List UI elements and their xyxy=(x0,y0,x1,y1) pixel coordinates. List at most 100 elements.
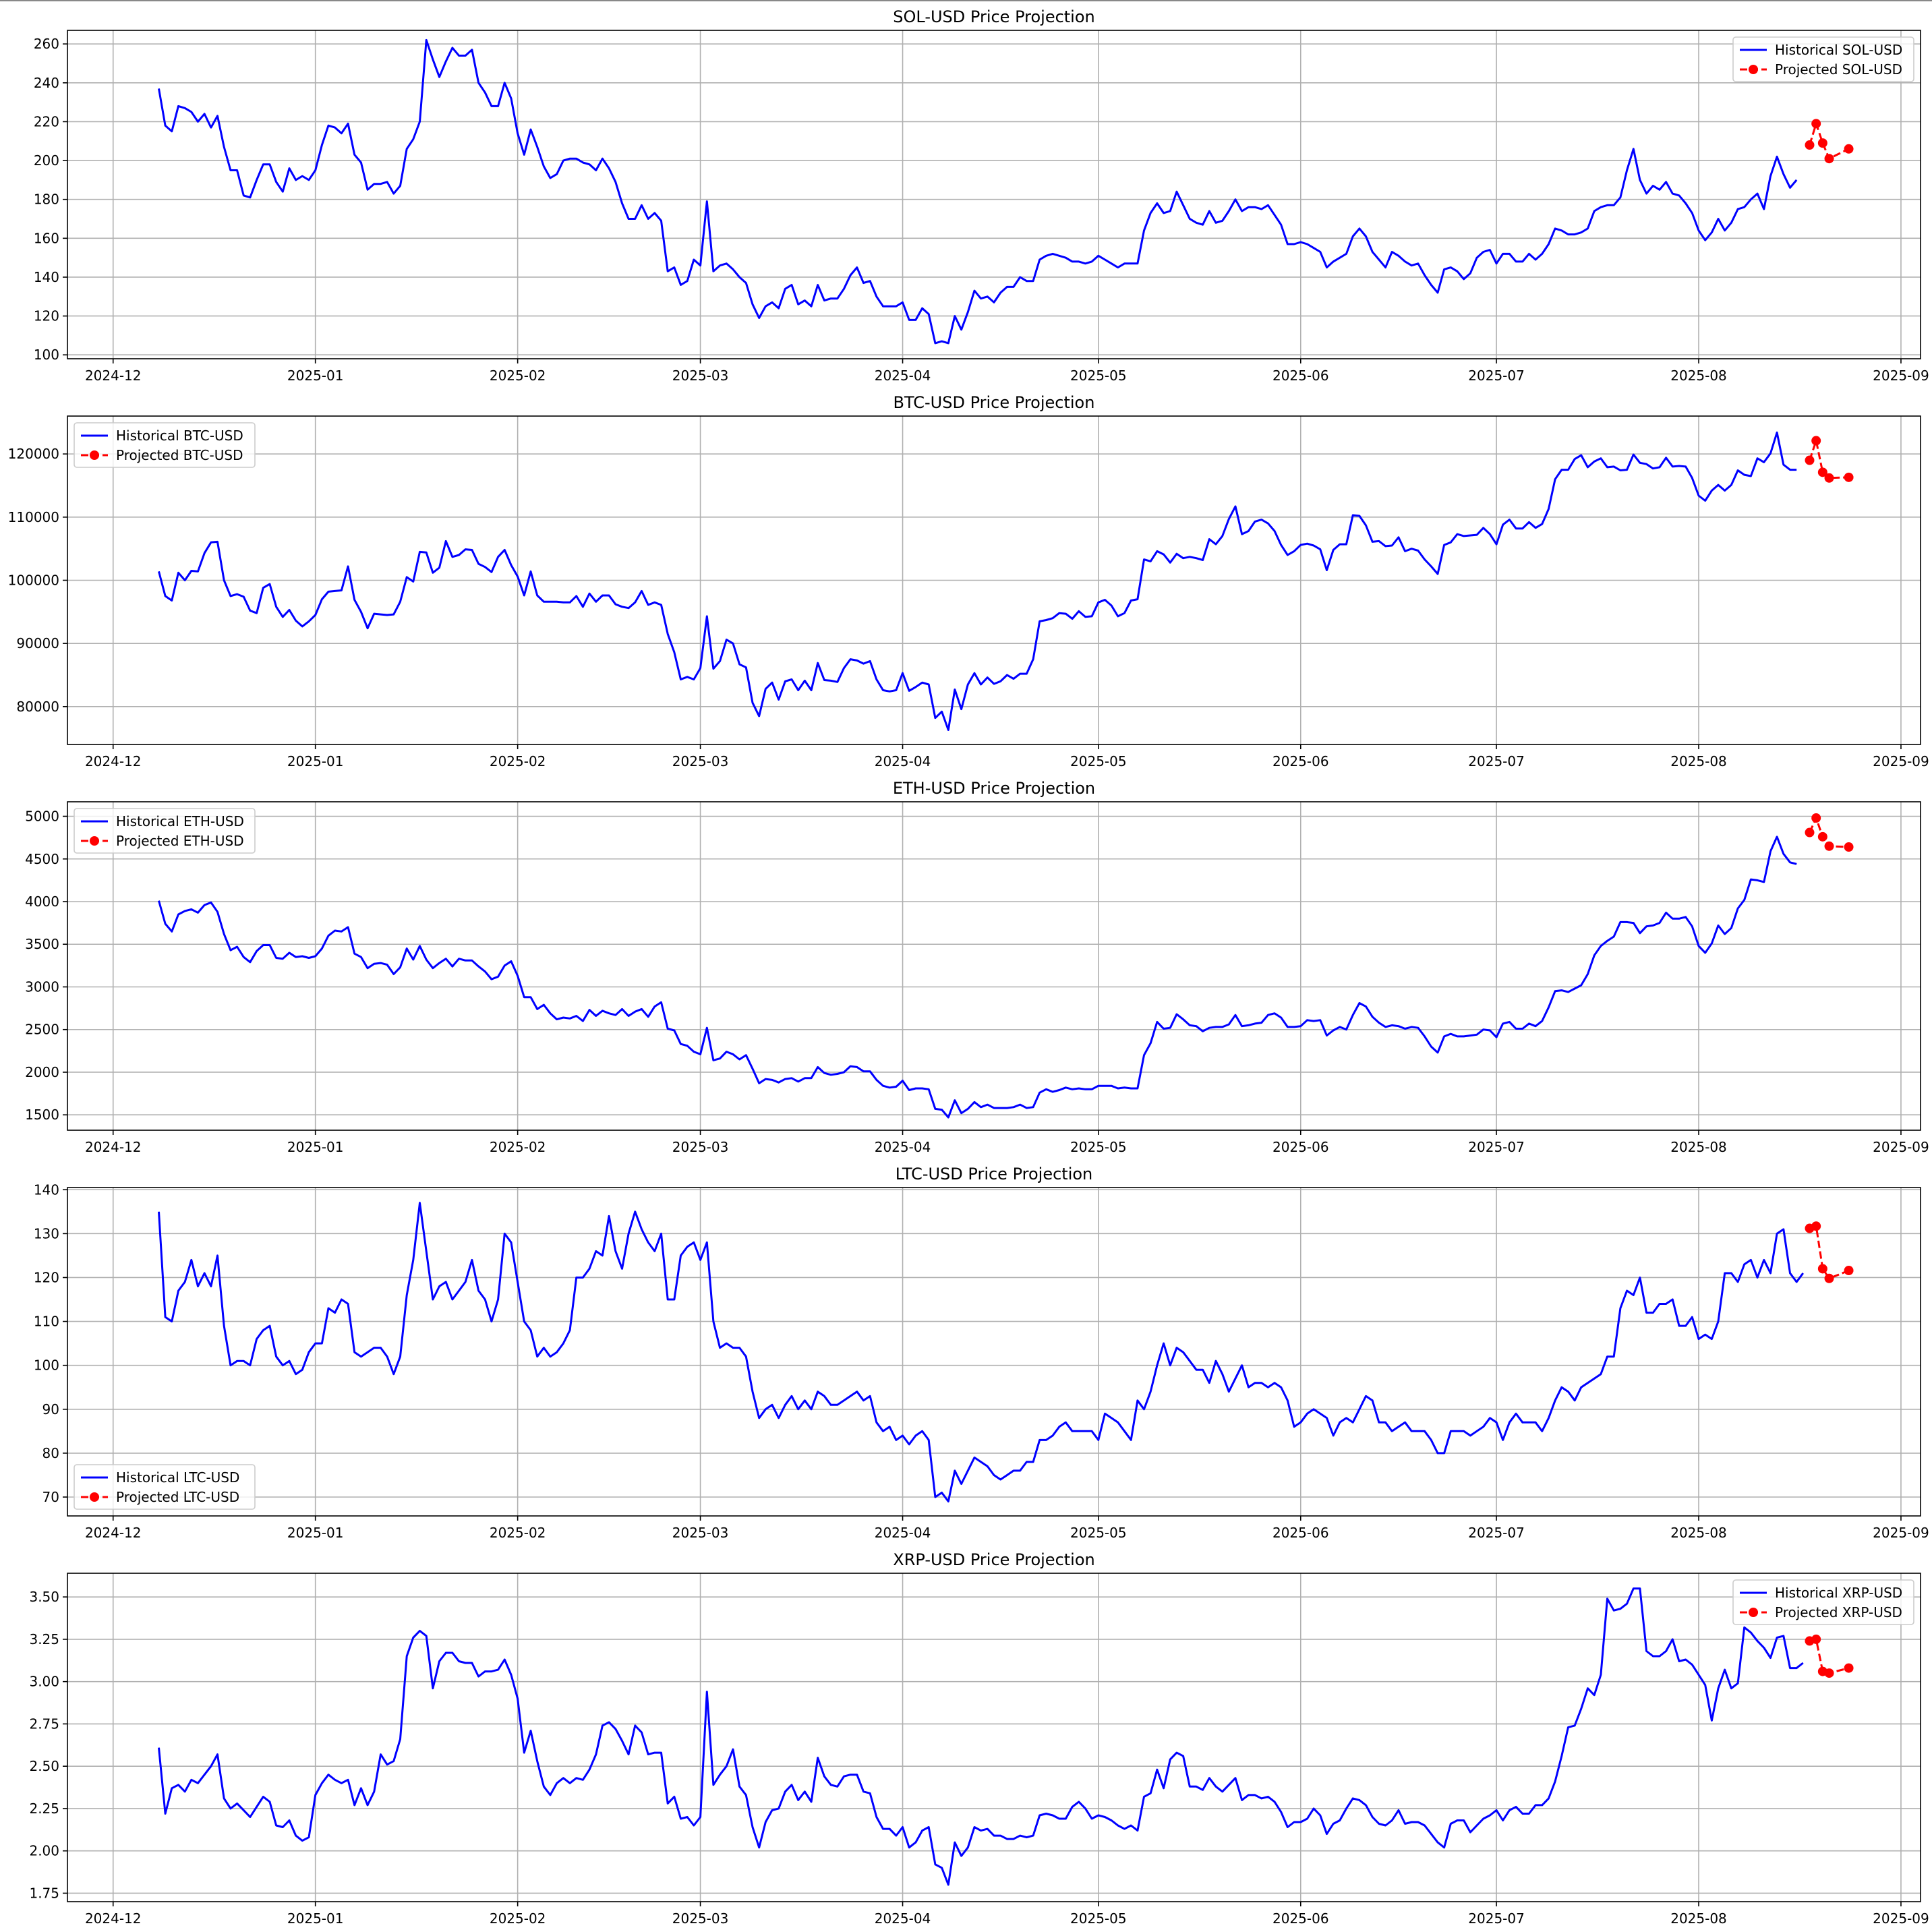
y-tick-label: 120000 xyxy=(8,446,59,462)
legend-label: Historical BTC-USD xyxy=(116,428,243,444)
legend-box xyxy=(74,422,256,468)
y-tick-label: 80 xyxy=(42,1445,59,1461)
x-tick-label: 2025-04 xyxy=(875,1910,931,1927)
x-tick-label: 2025-04 xyxy=(875,1139,931,1155)
chart-title: SOL-USD Price Projection xyxy=(893,7,1095,26)
chart-title: BTC-USD Price Projection xyxy=(894,393,1095,412)
y-tick-label: 3.25 xyxy=(29,1631,59,1647)
y-tick-label: 1500 xyxy=(25,1107,59,1123)
x-tick-label: 2025-01 xyxy=(287,1910,344,1927)
x-tick-label: 2025-06 xyxy=(1272,1910,1329,1927)
y-tick-label: 70 xyxy=(42,1489,59,1505)
x-tick-label: 2025-04 xyxy=(875,753,931,769)
chart-panel-2: ETH-USD Price Projection 2024-12 2025-01 20… xyxy=(25,779,1929,1155)
y-tick-label: 140 xyxy=(34,1181,59,1198)
legend-box xyxy=(1732,1579,1914,1625)
legend: Historical BTC-USD Projected BTC-USD xyxy=(74,422,256,468)
y-tick-label: 100000 xyxy=(8,573,59,589)
y-tick-label: 200 xyxy=(34,152,59,169)
x-tick-label: 2025-01 xyxy=(287,368,344,384)
y-tick-label: 260 xyxy=(34,36,59,52)
projected-point-marker xyxy=(1844,472,1854,482)
x-tick-label: 2025-02 xyxy=(490,368,546,384)
legend-box xyxy=(74,808,256,854)
x-tick-label: 2025-05 xyxy=(1070,1525,1127,1541)
x-tick-label: 2025-08 xyxy=(1670,1139,1727,1155)
x-tick-label: 2025-03 xyxy=(672,1525,729,1541)
y-tick-label: 130 xyxy=(34,1225,59,1241)
y-tick-label: 2.50 xyxy=(29,1758,59,1774)
legend-label: Projected SOL-USD xyxy=(1775,61,1902,78)
x-tick-label: 2025-07 xyxy=(1468,1910,1525,1927)
historical-series-line xyxy=(158,431,1797,731)
legend-marker xyxy=(1749,1608,1758,1617)
projected-point-marker xyxy=(1844,1663,1854,1673)
x-tick-label: 2025-07 xyxy=(1468,1139,1525,1155)
axes-frame xyxy=(67,30,1921,359)
x-tick-label: 2025-07 xyxy=(1468,753,1525,769)
y-tick-label: 4500 xyxy=(25,851,59,867)
x-tick-label: 2025-09 xyxy=(1873,1139,1929,1155)
y-tick-label: 110000 xyxy=(8,509,59,525)
legend-label: Projected LTC-USD xyxy=(116,1489,239,1505)
legend: Historical ETH-USD Projected ETH-USD xyxy=(74,808,256,854)
x-tick-label: 2025-06 xyxy=(1272,753,1329,769)
y-tick-label: 1.75 xyxy=(29,1885,59,1901)
axes-frame xyxy=(67,1573,1921,1902)
legend-marker xyxy=(90,450,99,460)
y-tick-label: 90 xyxy=(42,1401,59,1417)
axes-frame xyxy=(67,415,1921,745)
projected-point-marker xyxy=(1817,467,1827,477)
projected-point-marker xyxy=(1811,119,1821,129)
x-tick-label: 2025-07 xyxy=(1468,1525,1525,1541)
projected-point-marker xyxy=(1811,1634,1821,1644)
y-tick-label: 2.75 xyxy=(29,1716,59,1732)
x-tick-label: 2025-03 xyxy=(672,1910,729,1927)
projected-point-marker xyxy=(1811,1221,1821,1231)
chart-title: ETH-USD Price Projection xyxy=(893,779,1095,798)
x-tick-label: 2025-01 xyxy=(287,1139,344,1155)
projected-point-marker xyxy=(1824,1668,1834,1678)
x-tick-label: 2025-05 xyxy=(1070,1910,1127,1927)
x-tick-label: 2025-06 xyxy=(1272,1139,1329,1155)
x-tick-label: 2025-02 xyxy=(490,753,546,769)
x-tick-label: 2025-07 xyxy=(1468,368,1525,384)
projected-point-marker xyxy=(1805,455,1815,465)
y-tick-label: 3.50 xyxy=(29,1589,59,1605)
x-tick-label: 2025-08 xyxy=(1670,368,1727,384)
legend-box xyxy=(1732,36,1914,82)
chart-title: XRP-USD Price Projection xyxy=(893,1550,1094,1569)
chart-panel-0: SOL-USD Price Projection 2024-12 2025-01 20… xyxy=(34,7,1929,384)
projected-point-marker xyxy=(1844,1266,1854,1276)
y-tick-label: 110 xyxy=(34,1314,59,1330)
historical-series-line xyxy=(158,836,1797,1119)
projected-series-line xyxy=(1809,1638,1849,1674)
legend-label: Historical SOL-USD xyxy=(1775,42,1902,58)
x-tick-label: 2024-12 xyxy=(85,1139,142,1155)
projected-point-marker xyxy=(1817,138,1827,148)
x-tick-label: 2025-09 xyxy=(1873,1525,1929,1541)
historical-series-line xyxy=(158,1587,1804,1886)
legend-label: Projected ETH-USD xyxy=(116,833,244,849)
axes-frame xyxy=(67,1187,1921,1517)
y-tick-label: 5000 xyxy=(25,809,59,825)
x-tick-label: 2024-12 xyxy=(85,368,142,384)
legend-marker xyxy=(1749,65,1758,74)
x-tick-label: 2025-08 xyxy=(1670,753,1727,769)
x-tick-label: 2024-12 xyxy=(85,1910,142,1927)
x-tick-label: 2025-06 xyxy=(1272,368,1329,384)
legend-marker xyxy=(90,1492,99,1502)
y-tick-label: 120 xyxy=(34,1269,59,1285)
x-tick-label: 2025-01 xyxy=(287,753,344,769)
y-tick-label: 4000 xyxy=(25,894,59,910)
x-tick-label: 2025-02 xyxy=(490,1910,546,1927)
x-tick-label: 2025-05 xyxy=(1070,368,1127,384)
legend-label: Historical XRP-USD xyxy=(1775,1585,1902,1601)
x-tick-label: 2025-04 xyxy=(875,1525,931,1541)
y-tick-label: 3.00 xyxy=(29,1674,59,1690)
y-tick-label: 80000 xyxy=(16,699,59,715)
historical-series-line xyxy=(158,38,1798,345)
x-tick-label: 2025-08 xyxy=(1670,1910,1727,1927)
projected-point-marker xyxy=(1805,140,1815,150)
